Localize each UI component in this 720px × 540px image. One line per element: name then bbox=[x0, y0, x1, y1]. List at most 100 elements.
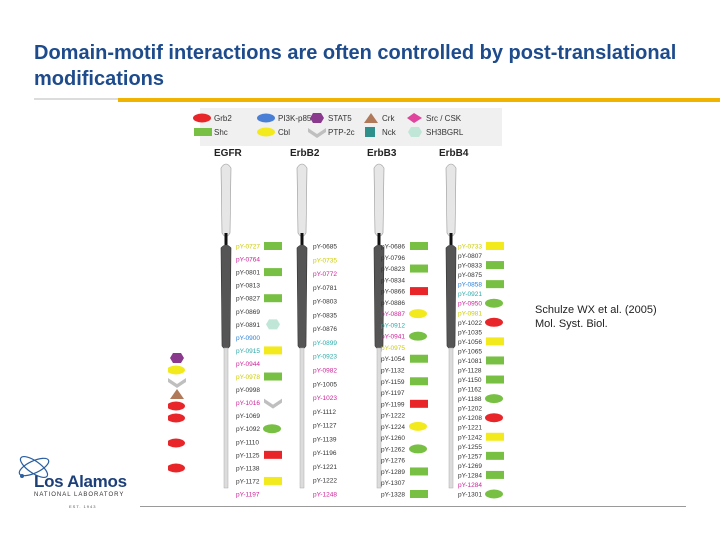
legend-label-cbl: Cbl bbox=[278, 128, 290, 137]
receptor-name: ErbB4 bbox=[439, 148, 469, 159]
legend-box bbox=[200, 108, 502, 146]
phosphosite-label: pY-1224 bbox=[381, 424, 405, 431]
phosphosite-label: pY-0900 bbox=[236, 335, 260, 342]
phosphosite-label: pY-0807 bbox=[458, 253, 482, 260]
logo-established: EST. 1943 bbox=[69, 504, 97, 509]
binder-marker bbox=[264, 242, 282, 250]
phosphosite-label: pY-1054 bbox=[381, 356, 405, 363]
legend-swatch-cbl bbox=[257, 127, 275, 137]
binder-marker bbox=[410, 377, 428, 386]
phosphosite-label: pY-0835 bbox=[313, 312, 337, 319]
phosphosite-label: pY-0978 bbox=[236, 374, 260, 381]
phosphosite-label: pY-1112 bbox=[313, 409, 336, 416]
phosphosite-label: pY-0803 bbox=[313, 299, 337, 306]
phosphosite-label: pY-1222 bbox=[381, 413, 405, 420]
receptor-figure: Grb2 PI3K-p85 STAT5 Crk Src / CSK Shc Cbl PTP-2… bbox=[167, 108, 508, 500]
logo-name: Los Alamos bbox=[34, 472, 127, 491]
receptor-diagram: Grb2 PI3K-p85 STAT5 Crk Src / CSK Shc Cbl PTP-2… bbox=[167, 108, 504, 499]
legend-swatch-pi3k-p85 bbox=[257, 113, 275, 123]
phosphosite-label: pY-1172 bbox=[236, 478, 260, 485]
legend-label-pi3k-p85: PI3K-p85 bbox=[278, 114, 312, 123]
kinase-domain bbox=[220, 244, 232, 350]
phosphosite-label: pY-1128 bbox=[458, 368, 482, 375]
phosphosite-label: pY-1127 bbox=[313, 423, 337, 430]
phosphosite-label: pY-1056 bbox=[458, 339, 482, 346]
binder-marker bbox=[486, 375, 504, 384]
phosphosite-label: pY-1092 bbox=[236, 426, 260, 433]
phosphosite-label: pY-0764 bbox=[236, 257, 260, 264]
left-binder-marker bbox=[167, 463, 185, 473]
phosphosite-label: pY-1276 bbox=[381, 458, 405, 465]
legend-label-sh3bgrl: SH3BGRL bbox=[426, 128, 464, 137]
receptor-egfr: EGFR pY-0727 pY-0764 pY-0801 pY-0813 pY-0827 p… bbox=[167, 148, 282, 499]
extracellular-domain bbox=[445, 163, 457, 237]
phosphosite-label: pY-0921 bbox=[458, 291, 482, 298]
kinase-domain bbox=[373, 244, 385, 350]
legend-swatch-crk bbox=[364, 113, 378, 123]
phosphosite-label: pY-1328 bbox=[381, 492, 405, 499]
binder-marker bbox=[409, 309, 427, 319]
extracellular-domain bbox=[220, 163, 232, 237]
phosphosite-label: pY-0866 bbox=[381, 289, 405, 296]
phosphosite-label: pY-0733 bbox=[458, 244, 482, 251]
phosphosite-label: pY-0727 bbox=[236, 244, 260, 251]
receptor-erbb3: ErbB3 pY-0686 pY-0796 pY-0823 pY-0834 pY-0866… bbox=[367, 148, 428, 499]
binder-marker bbox=[409, 444, 427, 454]
receptor-name: ErbB3 bbox=[367, 148, 397, 159]
citation: Schulze WX et al. (2005) Mol. Syst. Biol… bbox=[535, 303, 657, 331]
phosphosite-label: pY-0827 bbox=[236, 296, 260, 303]
phosphosite-label: pY-0875 bbox=[458, 272, 482, 279]
phosphosite-label: pY-1069 bbox=[236, 413, 260, 420]
legend-swatch-ptp-2c bbox=[308, 128, 326, 138]
phosphosite-label: pY-1202 bbox=[458, 406, 482, 413]
legend: Grb2 PI3K-p85 STAT5 Crk Src / CSK Shc Cbl PTP-2… bbox=[193, 113, 464, 138]
extracellular-domain bbox=[296, 163, 308, 237]
phosphosite-label: pY-0891 bbox=[236, 322, 260, 329]
phosphosite-label: pY-1138 bbox=[236, 465, 260, 472]
left-binder-marker bbox=[167, 401, 185, 411]
left-binder-marker bbox=[167, 438, 185, 448]
phosphosite-label: pY-1257 bbox=[458, 453, 482, 460]
legend-swatch-grb2 bbox=[193, 113, 211, 123]
phosphosite-label: pY-0869 bbox=[236, 309, 260, 316]
binder-marker bbox=[486, 242, 504, 250]
legend-label-nck: Nck bbox=[382, 128, 397, 137]
legend-label-shc: Shc bbox=[214, 128, 228, 137]
phosphosite-label: pY-1197 bbox=[381, 390, 405, 397]
phosphosite-label: pY-0887 bbox=[381, 311, 405, 318]
phosphosite-label: pY-1188 bbox=[458, 396, 482, 403]
title-rule bbox=[118, 98, 720, 102]
phosphosite-label: pY-0912 bbox=[381, 322, 405, 329]
phosphosite-label: pY-0686 bbox=[381, 244, 405, 251]
binder-marker bbox=[410, 287, 428, 296]
phosphosite-label: pY-1159 bbox=[381, 379, 405, 386]
phosphosite-label: pY-0982 bbox=[313, 368, 337, 375]
binder-marker bbox=[263, 424, 281, 434]
phosphosite-label: pY-0796 bbox=[381, 255, 405, 262]
binder-marker bbox=[486, 470, 504, 479]
phosphosite-label: pY-0801 bbox=[236, 270, 260, 277]
phosphosite-label: pY-0998 bbox=[236, 387, 260, 394]
phosphosite-label: pY-1269 bbox=[458, 463, 482, 470]
phosphosite-label: pY-1307 bbox=[381, 480, 405, 487]
legend-label-ptp-2c: PTP-2c bbox=[328, 128, 355, 137]
binder-marker bbox=[485, 394, 503, 404]
phosphosite-label: pY-1284 bbox=[458, 472, 482, 479]
phosphosite-label: pY-1222 bbox=[313, 478, 337, 485]
binder-marker bbox=[486, 356, 504, 365]
phosphosite-label: pY-0781 bbox=[313, 285, 337, 292]
phosphosite-label: pY-0944 bbox=[236, 361, 260, 368]
binder-marker bbox=[410, 264, 428, 273]
binder-marker bbox=[485, 298, 503, 308]
phosphosite-label: pY-0950 bbox=[458, 301, 482, 308]
phosphosite-label: pY-0886 bbox=[381, 300, 405, 307]
phosphosite-label: pY-1150 bbox=[458, 377, 482, 384]
phosphosite-label: pY-0975 bbox=[381, 345, 405, 352]
phosphosite-label: pY-0823 bbox=[381, 266, 405, 273]
phosphosite-label: pY-0981 bbox=[458, 310, 482, 317]
phosphosite-label: pY-0834 bbox=[381, 277, 405, 284]
binder-marker bbox=[264, 398, 282, 409]
legend-label-src-csk: Src / CSK bbox=[426, 114, 462, 123]
binder-marker bbox=[485, 489, 503, 499]
phosphosite-label: pY-1289 bbox=[381, 469, 405, 476]
